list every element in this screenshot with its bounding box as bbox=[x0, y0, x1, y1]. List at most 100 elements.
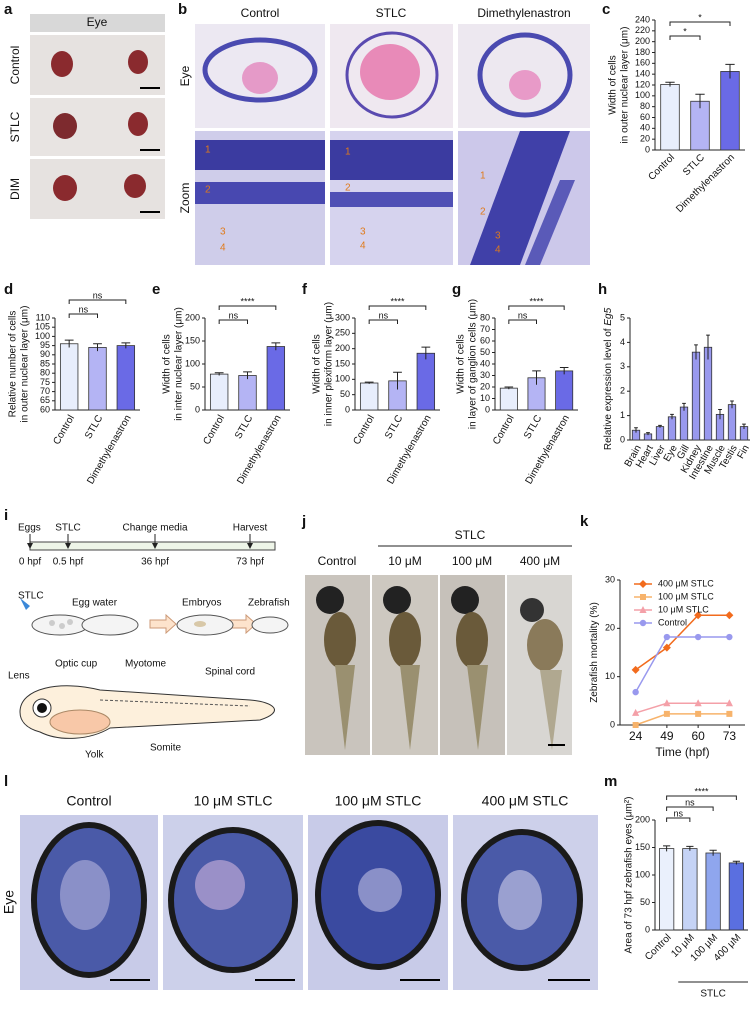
y-axis-label: Width of cells bbox=[608, 55, 619, 114]
bar bbox=[720, 71, 740, 151]
y-tick-label: 75 bbox=[40, 377, 50, 387]
y-tick-label: 0 bbox=[610, 719, 615, 729]
layer-number: 1 bbox=[480, 171, 486, 182]
bar bbox=[659, 848, 675, 931]
point bbox=[632, 708, 640, 716]
y-tick-label: 100 bbox=[185, 358, 200, 368]
point bbox=[695, 710, 702, 717]
panel-label: d bbox=[4, 281, 13, 298]
error-bar bbox=[532, 370, 541, 385]
error-bar bbox=[686, 845, 694, 851]
series-line bbox=[635, 614, 730, 671]
y-tick-label: 80 bbox=[480, 312, 490, 322]
bar bbox=[667, 416, 677, 441]
y-tick-label: 3 bbox=[620, 361, 625, 371]
column-title: STLC bbox=[376, 6, 407, 20]
y-axis-label: in inter nuclear layer (μm) bbox=[174, 307, 185, 421]
significance-bracket bbox=[666, 806, 714, 811]
bar bbox=[238, 375, 257, 411]
error-bar bbox=[665, 81, 675, 87]
y-tick-label: 150 bbox=[335, 358, 350, 368]
bar bbox=[416, 352, 436, 411]
y-tick-label: 40 bbox=[480, 358, 490, 368]
x-tick-label: 60 bbox=[691, 729, 705, 743]
y-tick-label: 20 bbox=[480, 381, 490, 391]
y-tick-label: 200 bbox=[635, 814, 650, 824]
series-line bbox=[635, 702, 730, 714]
layer-number: 4 bbox=[360, 241, 366, 252]
significance-bracket bbox=[218, 319, 248, 324]
row-label: Eye bbox=[1, 890, 17, 914]
significance-bracket bbox=[508, 319, 537, 324]
point bbox=[726, 633, 733, 641]
y-axis-label: Relative expression level of Eg5 bbox=[603, 307, 614, 450]
error-bar bbox=[718, 409, 722, 420]
point bbox=[639, 580, 647, 588]
point bbox=[663, 699, 671, 707]
column-title: 10 μM STLC bbox=[194, 793, 273, 809]
series-line bbox=[635, 713, 730, 726]
error-bar bbox=[742, 423, 746, 430]
y-tick-label: 5 bbox=[620, 312, 625, 322]
point bbox=[662, 643, 671, 652]
legend-label: 10 μM STLC bbox=[658, 604, 709, 614]
error-bar bbox=[504, 386, 514, 390]
error-bar bbox=[393, 371, 402, 390]
y-tick-label: 100 bbox=[335, 374, 350, 384]
layer-number: 4 bbox=[495, 245, 501, 256]
bar bbox=[705, 852, 721, 931]
timeline-event: Eggs bbox=[18, 523, 41, 534]
error-bar bbox=[706, 334, 710, 360]
bar bbox=[499, 387, 518, 411]
significance-label: * bbox=[683, 26, 687, 36]
x-tick-label: Control bbox=[201, 413, 227, 446]
row-label: Eye bbox=[178, 65, 192, 86]
panel-label: e bbox=[152, 281, 160, 298]
point bbox=[725, 611, 734, 620]
significance-label: **** bbox=[529, 296, 544, 306]
y-tick-label: 105 bbox=[35, 322, 50, 332]
bar bbox=[703, 346, 713, 441]
layer-number: 1 bbox=[205, 145, 211, 156]
y-tick-label: 10 bbox=[480, 393, 490, 403]
y-axis-label-text: Relative expression level of bbox=[603, 326, 614, 451]
error-bar bbox=[695, 93, 705, 109]
error-bar bbox=[64, 339, 74, 348]
timeline-event: Harvest bbox=[233, 523, 268, 534]
bar bbox=[679, 406, 689, 441]
point bbox=[725, 699, 733, 707]
y-axis-label: Relative number of cells bbox=[8, 311, 19, 418]
error-bar bbox=[725, 63, 735, 79]
panel-label: g bbox=[452, 281, 461, 298]
column-title: 400 μM STLC bbox=[482, 793, 569, 809]
bar bbox=[682, 848, 698, 931]
step-label: Zebrafish bbox=[248, 598, 290, 609]
y-tick-label: 200 bbox=[335, 343, 350, 353]
y-axis-label: in outer nuclear layer (μm) bbox=[620, 27, 631, 144]
timeline-time: 36 hpf bbox=[141, 557, 169, 568]
error-bar bbox=[646, 432, 650, 436]
y-axis-label: Zebrafish mortality (%) bbox=[589, 602, 600, 703]
y-tick-label: 70 bbox=[40, 386, 50, 396]
y-tick-label: 240 bbox=[635, 14, 650, 24]
error-bar bbox=[214, 372, 224, 376]
y-tick-label: 80 bbox=[40, 368, 50, 378]
row-label: DIM bbox=[8, 178, 22, 200]
significance-label: **** bbox=[694, 786, 709, 796]
significance-label: ns bbox=[93, 290, 103, 300]
x-tick-label: STLC bbox=[83, 413, 105, 441]
column-title: Dimethylenastron bbox=[477, 6, 570, 20]
y-tick-label: 60 bbox=[640, 112, 650, 122]
panel-label: k bbox=[580, 513, 589, 530]
y-axis-label: in layer of ganglion cells (μm) bbox=[468, 299, 479, 429]
error-bar bbox=[559, 366, 569, 375]
y-axis-label: Width of cells bbox=[456, 334, 467, 393]
step-label: Embryos bbox=[182, 598, 221, 609]
panel-label: j bbox=[301, 513, 306, 530]
point bbox=[632, 688, 639, 696]
y-tick-label: 2 bbox=[620, 386, 625, 396]
y-tick-label: 110 bbox=[36, 312, 50, 322]
significance-label: ns bbox=[229, 310, 239, 320]
significance-label: ns bbox=[79, 304, 89, 314]
